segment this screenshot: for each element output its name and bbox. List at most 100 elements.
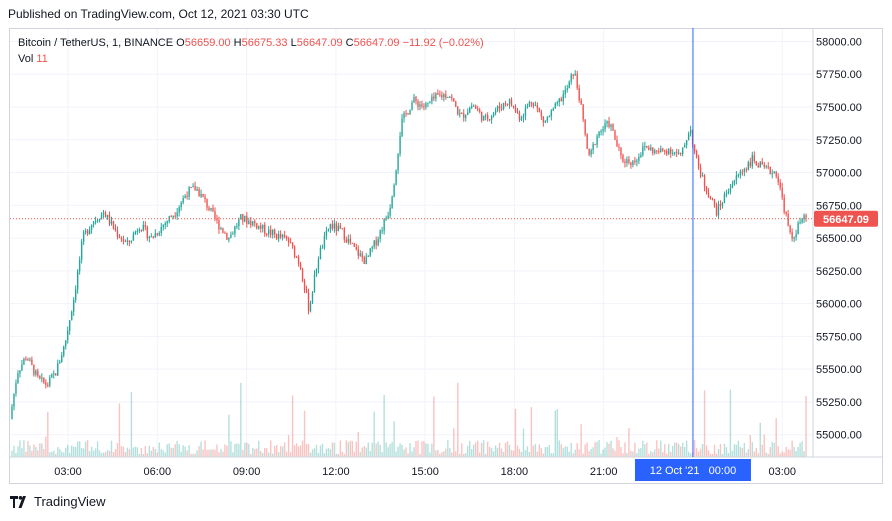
volume-bar: [279, 446, 282, 457]
volume-bar: [291, 395, 294, 457]
y-tick-label: 56000.00: [816, 299, 862, 311]
candle-body: [65, 340, 67, 347]
volume-bar: [381, 452, 383, 457]
volume-bar: [254, 449, 256, 457]
volume-bar: [86, 440, 89, 457]
candle-body: [379, 230, 381, 239]
volume-bar: [152, 447, 154, 457]
volume-bar: [188, 445, 190, 457]
candle-body: [709, 197, 712, 199]
candle-body: [598, 131, 600, 137]
candle-body: [445, 94, 447, 98]
candle-body: [329, 224, 332, 230]
volume-bar: [176, 440, 178, 457]
current-price-label: 56647.09: [823, 214, 869, 226]
candle-body: [271, 229, 274, 236]
volume-bar: [664, 444, 666, 457]
volume-bar: [578, 449, 580, 457]
volume-bar: [457, 382, 459, 457]
tradingview-brand[interactable]: TradingView: [10, 494, 106, 509]
volume-bar: [11, 450, 13, 457]
candle-body: [254, 221, 256, 224]
volume-bar: [273, 446, 276, 457]
volume-bar: [652, 452, 654, 457]
candle-body: [492, 113, 495, 117]
volume-bar: [126, 447, 129, 457]
volume-bar: [498, 442, 501, 457]
volume-bar: [484, 453, 487, 457]
candle-body: [536, 105, 539, 109]
volume-bar: [204, 440, 206, 457]
candle-body: [341, 228, 344, 230]
volume-bar: [252, 447, 254, 457]
volume-bar: [232, 452, 234, 457]
candle-body: [92, 221, 95, 225]
candle-body: [210, 207, 212, 211]
candle-body: [385, 218, 387, 220]
volume-bar: [108, 450, 111, 457]
volume-bar: [560, 444, 562, 457]
candle-body: [727, 191, 730, 194]
candle-body: [658, 151, 660, 153]
volume-bar: [214, 449, 216, 457]
candle-body: [305, 289, 308, 293]
volume-bar: [644, 444, 646, 457]
candle-body: [74, 289, 77, 300]
candle-body: [399, 136, 401, 155]
candle-body: [196, 189, 198, 191]
volume-bar: [375, 443, 377, 457]
candle-body: [84, 230, 87, 233]
candle-body: [148, 237, 151, 239]
candle-body: [160, 227, 162, 234]
candle-body: [749, 162, 752, 167]
candle-body: [697, 157, 700, 168]
candle-body: [393, 184, 395, 197]
candle-body: [222, 228, 224, 233]
volume-bar: [240, 382, 242, 457]
candle-body: [765, 166, 767, 168]
volume-bar: [723, 443, 726, 457]
legend-ohlc-row: Bitcoin / TetherUS, 1, BINANCE O56659.00…: [18, 35, 484, 51]
volume-bar: [138, 453, 141, 457]
volume-bar: [69, 452, 71, 457]
volume-bar: [160, 448, 162, 457]
candle-body: [419, 104, 421, 107]
candle-body: [564, 89, 566, 95]
volume-bar: [494, 445, 497, 457]
volume-bar: [471, 449, 473, 457]
volume-bar: [455, 451, 457, 457]
legend-l-label: L: [290, 37, 297, 49]
candle-body: [681, 147, 684, 155]
volume-bar: [395, 451, 397, 457]
candle-body: [55, 373, 57, 376]
volume-bar: [168, 443, 170, 457]
candle-body: [349, 238, 352, 243]
volume-bar: [419, 453, 421, 457]
legend-close: 56647.09: [353, 37, 400, 49]
candle-body: [405, 113, 407, 115]
volume-bar: [568, 451, 570, 457]
candle-body: [138, 229, 141, 232]
candle-body: [608, 120, 610, 127]
candle-body: [102, 212, 105, 214]
candle-body: [80, 241, 83, 260]
candle-body: [208, 207, 210, 211]
candle-body: [628, 159, 630, 163]
volume-bar: [401, 444, 403, 457]
candle-body: [371, 246, 373, 249]
candle-body: [327, 229, 330, 231]
candle-body: [457, 106, 459, 115]
volume-bar: [289, 452, 292, 457]
volume-bar: [654, 449, 656, 457]
x-tick-label: 03:00: [54, 466, 82, 478]
volume-bar: [13, 445, 15, 457]
candle-body: [136, 231, 139, 233]
candle-body: [220, 228, 222, 230]
candle-body: [644, 145, 646, 147]
volume-bar: [277, 452, 280, 457]
volume-bar: [648, 453, 650, 457]
candle-body: [526, 106, 529, 108]
volume-bar: [640, 448, 642, 457]
candle-body: [359, 253, 361, 256]
